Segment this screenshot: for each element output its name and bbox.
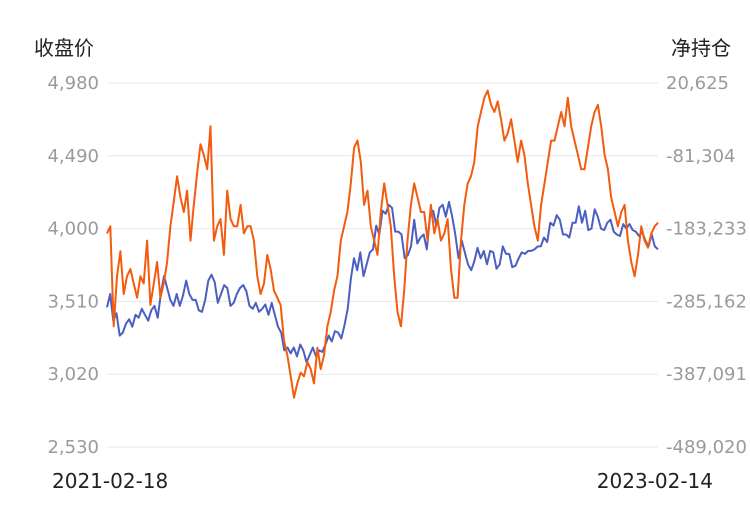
grid-layer bbox=[107, 82, 658, 448]
right-tick-label: -81,304 bbox=[666, 146, 735, 167]
x-end-label: 2023-02-14 bbox=[597, 469, 713, 493]
series-layer bbox=[106, 89, 659, 399]
right-tick-label: -183,233 bbox=[666, 219, 747, 240]
right-axis-ticks: 20,625 -81,304 -183,233 -285,162 -387,091 -48… bbox=[666, 73, 747, 458]
right-tick-label: -387,091 bbox=[666, 364, 747, 385]
left-axis-ticks: 4,980 4,490 4,000 3,510 3,020 2,530 bbox=[47, 73, 99, 458]
left-tick-label: 3,510 bbox=[47, 291, 99, 312]
x-start-label: 2021-02-18 bbox=[52, 469, 168, 493]
net-position-series-line bbox=[106, 89, 659, 399]
left-tick-label: 4,490 bbox=[47, 146, 99, 167]
right-tick-label: 20,625 bbox=[666, 73, 729, 94]
right-axis-title: 净持仓 bbox=[671, 36, 731, 60]
left-tick-label: 2,530 bbox=[47, 437, 99, 458]
right-tick-label: -285,162 bbox=[666, 291, 747, 312]
left-tick-label: 3,020 bbox=[47, 364, 99, 385]
left-tick-label: 4,000 bbox=[47, 219, 99, 240]
left-tick-label: 4,980 bbox=[47, 73, 99, 94]
left-axis-title: 收盘价 bbox=[34, 36, 94, 60]
close-price-series-line bbox=[106, 200, 659, 364]
right-tick-label: -489,020 bbox=[666, 437, 747, 458]
